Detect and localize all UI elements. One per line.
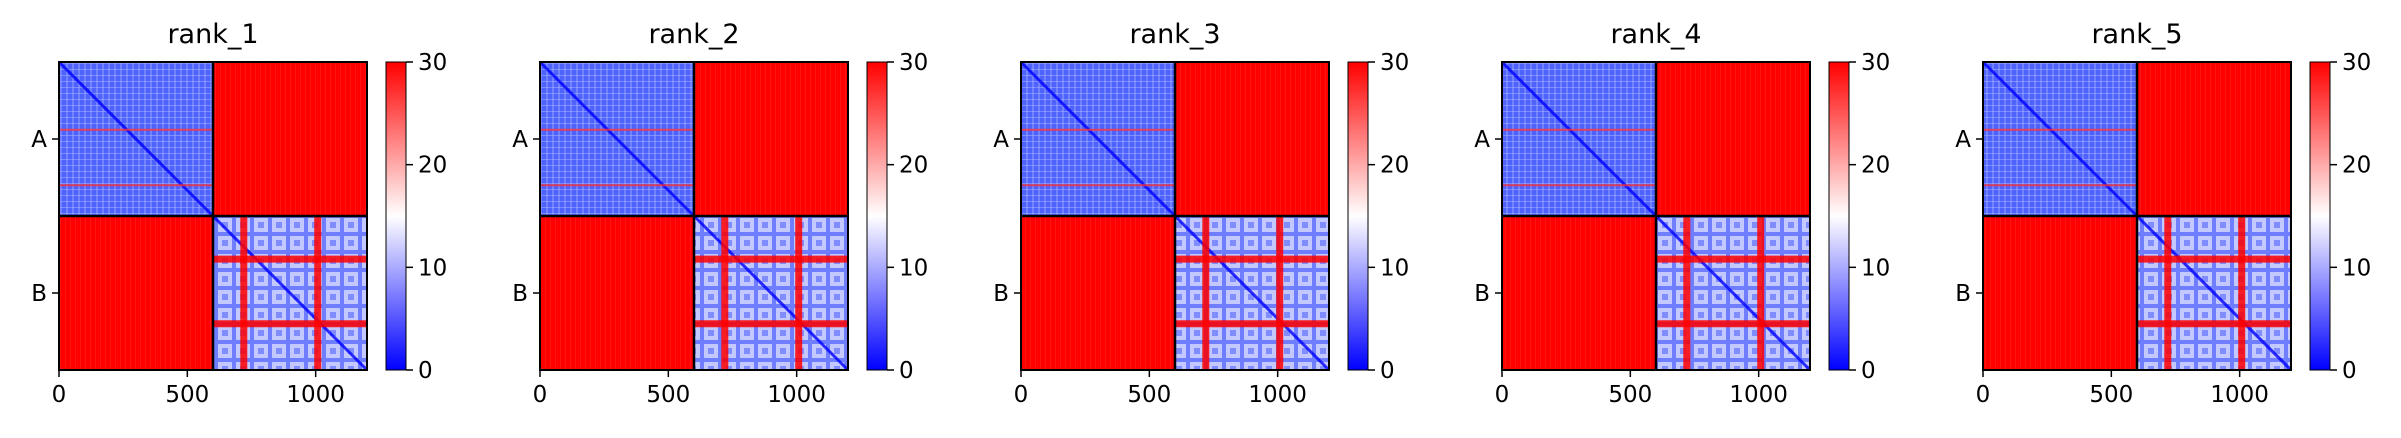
colorbar-tick-label: 10 (2342, 255, 2371, 281)
panel-title: rank_2 (648, 19, 739, 50)
heatmap-frame (1020, 61, 1330, 371)
colorbar-tick-label: 0 (2342, 358, 2357, 384)
diagonal-A (57, 60, 215, 218)
colorbar-tick-label: 20 (1380, 153, 1409, 179)
colorbar-tick-label: 20 (899, 153, 928, 179)
heatmap-panel: rank_3 0 500 1000 A B 0 10 20 30 (993, 19, 1409, 408)
colorbar-tick-label: 20 (2342, 153, 2371, 179)
block-A-B (2137, 62, 2291, 216)
heatmap-frame (58, 61, 368, 371)
heatmap-panel: rank_5 0 500 1000 A B 0 10 20 30 (1955, 19, 2371, 408)
panel-title: rank_5 (2091, 19, 2182, 50)
colorbar-tick-label: 30 (2342, 50, 2371, 76)
heatmap-frame (1501, 61, 1811, 371)
block-A-B (694, 62, 848, 216)
panel-title: rank_3 (1129, 19, 1220, 50)
colorbar-tick-label: 10 (899, 255, 928, 281)
colorbar (2309, 61, 2331, 371)
heatmap-frame (539, 61, 849, 371)
heatmap-panel: rank_2 0 500 1000 A B 0 10 20 30 (512, 19, 928, 408)
block-B-A (59, 216, 213, 370)
y-tick-label: A (31, 127, 47, 153)
block-B-A (1502, 216, 1656, 370)
y-tick-label: A (1474, 127, 1490, 153)
colorbar (385, 61, 407, 371)
x-tick-label: 500 (646, 382, 690, 408)
colorbar-tick-label: 20 (418, 153, 447, 179)
heatmap-frame (1982, 61, 2292, 371)
y-tick-label: B (512, 281, 528, 307)
colorbar-tick-label: 10 (418, 255, 447, 281)
colorbar-tick-label: 0 (1380, 358, 1395, 384)
x-tick-label: 1000 (767, 382, 826, 408)
colorbar-tick-label: 30 (418, 50, 447, 76)
panel-title: rank_4 (1610, 19, 1701, 50)
diagonal-A (1981, 60, 2139, 218)
heatmap-panel: rank_1 0 500 1000 A B 0 10 20 30 (31, 19, 447, 408)
colorbar-tick-label: 30 (1380, 50, 1409, 76)
x-tick-label: 1000 (1248, 382, 1307, 408)
x-tick-label: 500 (165, 382, 209, 408)
diagonal-A (1019, 60, 1177, 218)
y-tick-label: A (512, 127, 528, 153)
diagonal-B (1654, 214, 1812, 372)
colorbar-tick-label: 30 (1861, 50, 1890, 76)
block-B-A (1021, 216, 1175, 370)
x-tick-label: 0 (52, 382, 67, 408)
diagonal-B (1173, 214, 1331, 372)
y-tick-label: B (993, 281, 1009, 307)
y-tick-label: B (1474, 281, 1490, 307)
diagonal-A (538, 60, 696, 218)
colorbar-tick-label: 10 (1861, 255, 1890, 281)
heatmap-panel: rank_4 0 500 1000 A B 0 10 20 30 (1474, 19, 1890, 408)
panel-title: rank_1 (167, 19, 258, 50)
diagonal-A (1500, 60, 1658, 218)
y-tick-label: B (31, 281, 47, 307)
x-tick-label: 0 (1976, 382, 1991, 408)
block-A-B (1175, 62, 1329, 216)
colorbar-tick-label: 20 (1861, 153, 1890, 179)
colorbar-tick-label: 30 (899, 50, 928, 76)
diagonal-B (211, 214, 369, 372)
block-A-B (1656, 62, 1810, 216)
x-tick-label: 500 (1127, 382, 1171, 408)
colorbar-tick-label: 0 (899, 358, 914, 384)
x-tick-label: 500 (2089, 382, 2133, 408)
diagonal-B (2135, 214, 2293, 372)
colorbar-tick-label: 0 (418, 358, 433, 384)
colorbar (866, 61, 888, 371)
x-tick-label: 500 (1608, 382, 1652, 408)
x-tick-label: 1000 (2210, 382, 2269, 408)
block-B-A (1983, 216, 2137, 370)
x-tick-label: 1000 (286, 382, 345, 408)
colorbar-tick-label: 0 (1861, 358, 1876, 384)
x-tick-label: 1000 (1729, 382, 1788, 408)
x-tick-label: 0 (1014, 382, 1029, 408)
x-tick-label: 0 (533, 382, 548, 408)
block-B-A (540, 216, 694, 370)
colorbar-tick-label: 10 (1380, 255, 1409, 281)
block-A-B (213, 62, 367, 216)
colorbar (1347, 61, 1369, 371)
colorbar (1828, 61, 1850, 371)
y-tick-label: A (1955, 127, 1971, 153)
diagonal-B (692, 214, 850, 372)
y-tick-label: B (1955, 281, 1971, 307)
x-tick-label: 0 (1495, 382, 1510, 408)
y-tick-label: A (993, 127, 1009, 153)
